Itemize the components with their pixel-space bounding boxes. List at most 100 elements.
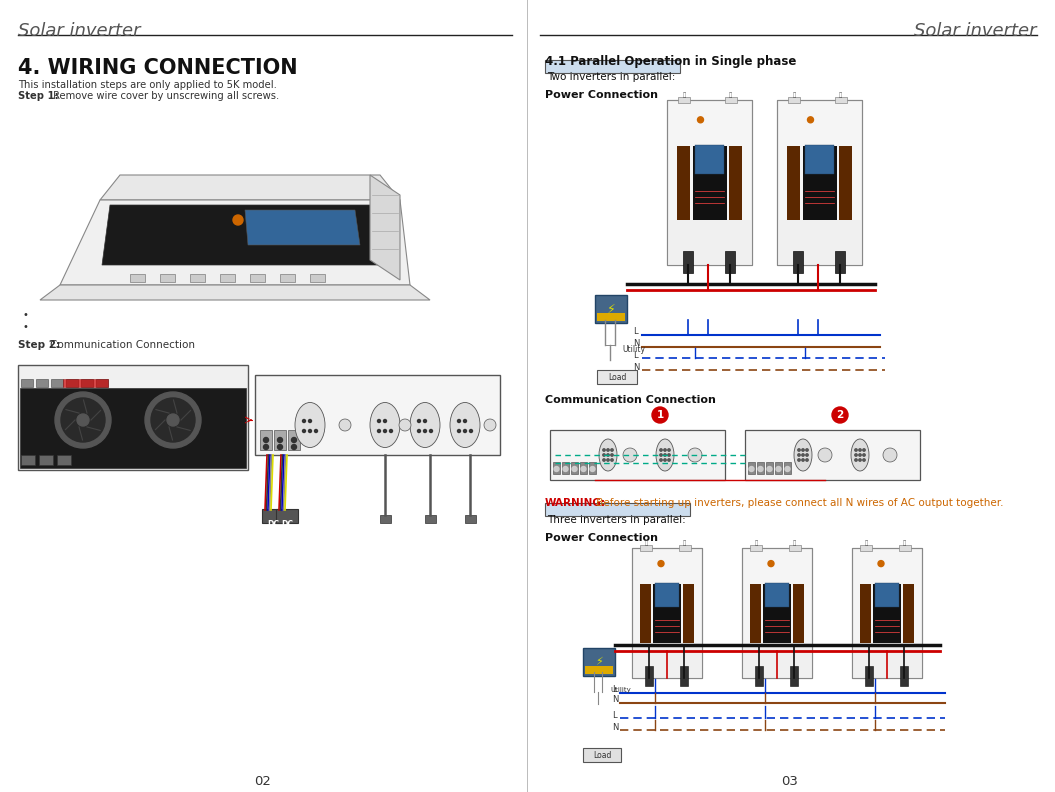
Ellipse shape <box>295 402 325 447</box>
Bar <box>742 548 812 678</box>
Circle shape <box>291 437 296 443</box>
Text: DC: DC <box>267 520 279 529</box>
Bar <box>750 584 761 678</box>
Text: 4. WIRING CONNECTION: 4. WIRING CONNECTION <box>18 58 298 78</box>
Bar <box>900 666 908 686</box>
Bar <box>310 274 325 282</box>
Circle shape <box>339 419 351 431</box>
Circle shape <box>581 466 586 471</box>
Ellipse shape <box>656 439 674 471</box>
Text: ⚡: ⚡ <box>607 303 615 315</box>
Circle shape <box>303 420 306 422</box>
Circle shape <box>668 454 670 456</box>
Circle shape <box>658 561 664 566</box>
Bar <box>597 313 625 321</box>
Text: Communication Connection: Communication Connection <box>50 340 195 350</box>
Text: L: L <box>612 686 616 695</box>
Bar <box>742 548 812 678</box>
Bar <box>776 220 862 265</box>
Bar <box>793 251 803 273</box>
Text: 03: 03 <box>782 775 799 788</box>
Bar <box>835 251 845 273</box>
Circle shape <box>167 414 179 426</box>
Bar <box>260 430 272 450</box>
Text: N: N <box>612 695 618 705</box>
Circle shape <box>611 459 613 461</box>
Bar <box>745 430 920 480</box>
Circle shape <box>607 454 609 456</box>
Bar <box>597 370 637 384</box>
Bar <box>190 274 205 282</box>
Circle shape <box>668 449 670 451</box>
Text: Three inverters in parallel:: Three inverters in parallel: <box>546 515 686 525</box>
Bar <box>852 643 922 678</box>
Bar <box>160 274 175 282</box>
Circle shape <box>859 454 861 456</box>
Bar <box>805 145 833 174</box>
Circle shape <box>863 459 865 461</box>
Bar <box>583 748 621 762</box>
Bar <box>63 379 108 387</box>
Polygon shape <box>40 285 430 300</box>
Text: ⎿: ⎿ <box>729 93 732 98</box>
Bar <box>632 643 702 678</box>
Circle shape <box>668 459 670 461</box>
Circle shape <box>688 448 702 462</box>
Text: Solar inverter: Solar inverter <box>915 22 1037 40</box>
Text: ⎿: ⎿ <box>903 540 906 546</box>
Text: L: L <box>633 328 637 337</box>
Circle shape <box>77 414 89 426</box>
Text: 4.1 Parallel Operation in Single phase: 4.1 Parallel Operation in Single phase <box>545 55 797 68</box>
Ellipse shape <box>450 402 480 447</box>
Circle shape <box>418 420 421 422</box>
Circle shape <box>429 429 433 432</box>
Bar <box>57 455 71 465</box>
Text: N: N <box>633 363 639 371</box>
Circle shape <box>458 420 460 422</box>
Circle shape <box>757 466 763 471</box>
Bar <box>678 97 690 103</box>
Bar <box>18 365 248 470</box>
Circle shape <box>767 466 772 471</box>
Circle shape <box>602 454 606 456</box>
Text: 02: 02 <box>254 775 271 788</box>
Bar <box>655 583 679 607</box>
Circle shape <box>264 437 269 443</box>
Text: 1: 1 <box>656 410 664 420</box>
Circle shape <box>749 466 754 471</box>
Circle shape <box>807 116 813 123</box>
Circle shape <box>652 407 668 423</box>
Circle shape <box>572 466 577 471</box>
Bar <box>39 455 53 465</box>
Bar <box>571 462 578 474</box>
Circle shape <box>697 116 704 123</box>
Circle shape <box>818 448 832 462</box>
Bar <box>580 462 587 474</box>
Circle shape <box>399 419 411 431</box>
Bar <box>562 462 569 474</box>
Bar <box>765 583 789 607</box>
Text: Remove wire cover by unscrewing all screws.: Remove wire cover by unscrewing all scre… <box>50 91 280 101</box>
Bar <box>550 430 725 480</box>
Bar <box>757 462 764 474</box>
Bar <box>678 545 691 551</box>
Circle shape <box>802 454 804 456</box>
Circle shape <box>602 449 606 451</box>
FancyBboxPatch shape <box>545 60 680 73</box>
Circle shape <box>378 420 381 422</box>
Circle shape <box>664 459 666 461</box>
Circle shape <box>798 449 800 451</box>
Bar <box>262 509 284 523</box>
Circle shape <box>291 444 296 450</box>
Circle shape <box>463 429 466 432</box>
Circle shape <box>776 466 781 471</box>
Circle shape <box>859 459 861 461</box>
Polygon shape <box>60 285 410 295</box>
Circle shape <box>463 420 466 422</box>
Bar <box>787 147 800 265</box>
Bar <box>835 97 847 103</box>
Circle shape <box>855 449 858 451</box>
Bar <box>788 97 800 103</box>
Text: ⎿: ⎿ <box>792 93 795 98</box>
Circle shape <box>389 429 392 432</box>
